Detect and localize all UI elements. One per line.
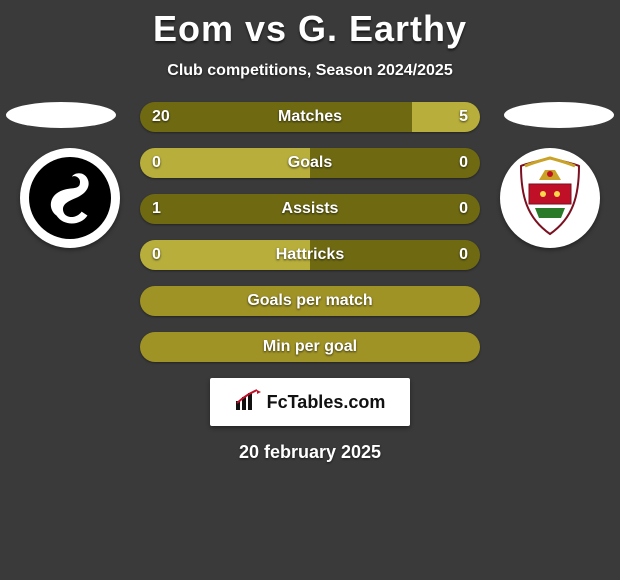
stat-bar: Hattricks00 (140, 240, 480, 270)
stat-bar: Assists10 (140, 194, 480, 224)
brand-box: FcTables.com (210, 378, 410, 426)
right-team-badge (500, 148, 600, 248)
stat-bar: Goals00 (140, 148, 480, 178)
stat-bar-right-segment (412, 102, 480, 132)
stat-bar-left-segment (140, 194, 480, 224)
stat-bar-left-segment (140, 240, 310, 270)
swansea-icon (29, 157, 111, 239)
stat-bar-left-segment (140, 286, 480, 316)
stat-bars: Matches205 Goals00 Assists10 Hattricks00 Goa… (140, 102, 480, 362)
comparison-stage: Matches205 Goals00 Assists10 Hattricks00 Goa… (0, 102, 620, 362)
stat-bar: Matches205 (140, 102, 480, 132)
stat-bar: Goals per match (140, 286, 480, 316)
stat-bar-right-segment (310, 240, 480, 270)
bristol-city-icon (515, 156, 585, 241)
left-oval-shadow (6, 102, 116, 128)
page-subtitle: Club competitions, Season 2024/2025 (0, 62, 620, 80)
stat-bar: Min per goal (140, 332, 480, 362)
page-title: Eom vs G. Earthy (0, 0, 620, 50)
stat-bar-left-segment (140, 332, 480, 362)
stat-bar-left-segment (140, 148, 310, 178)
chart-icon (235, 389, 261, 416)
stat-bar-left-segment (140, 102, 412, 132)
stat-bar-right-segment (310, 148, 480, 178)
brand-text: FcTables.com (267, 392, 386, 413)
date-text: 20 february 2025 (0, 442, 620, 463)
left-team-badge (20, 148, 120, 248)
right-oval-shadow (504, 102, 614, 128)
